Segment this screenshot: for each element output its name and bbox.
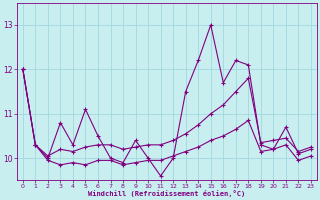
X-axis label: Windchill (Refroidissement éolien,°C): Windchill (Refroidissement éolien,°C) — [88, 190, 245, 197]
